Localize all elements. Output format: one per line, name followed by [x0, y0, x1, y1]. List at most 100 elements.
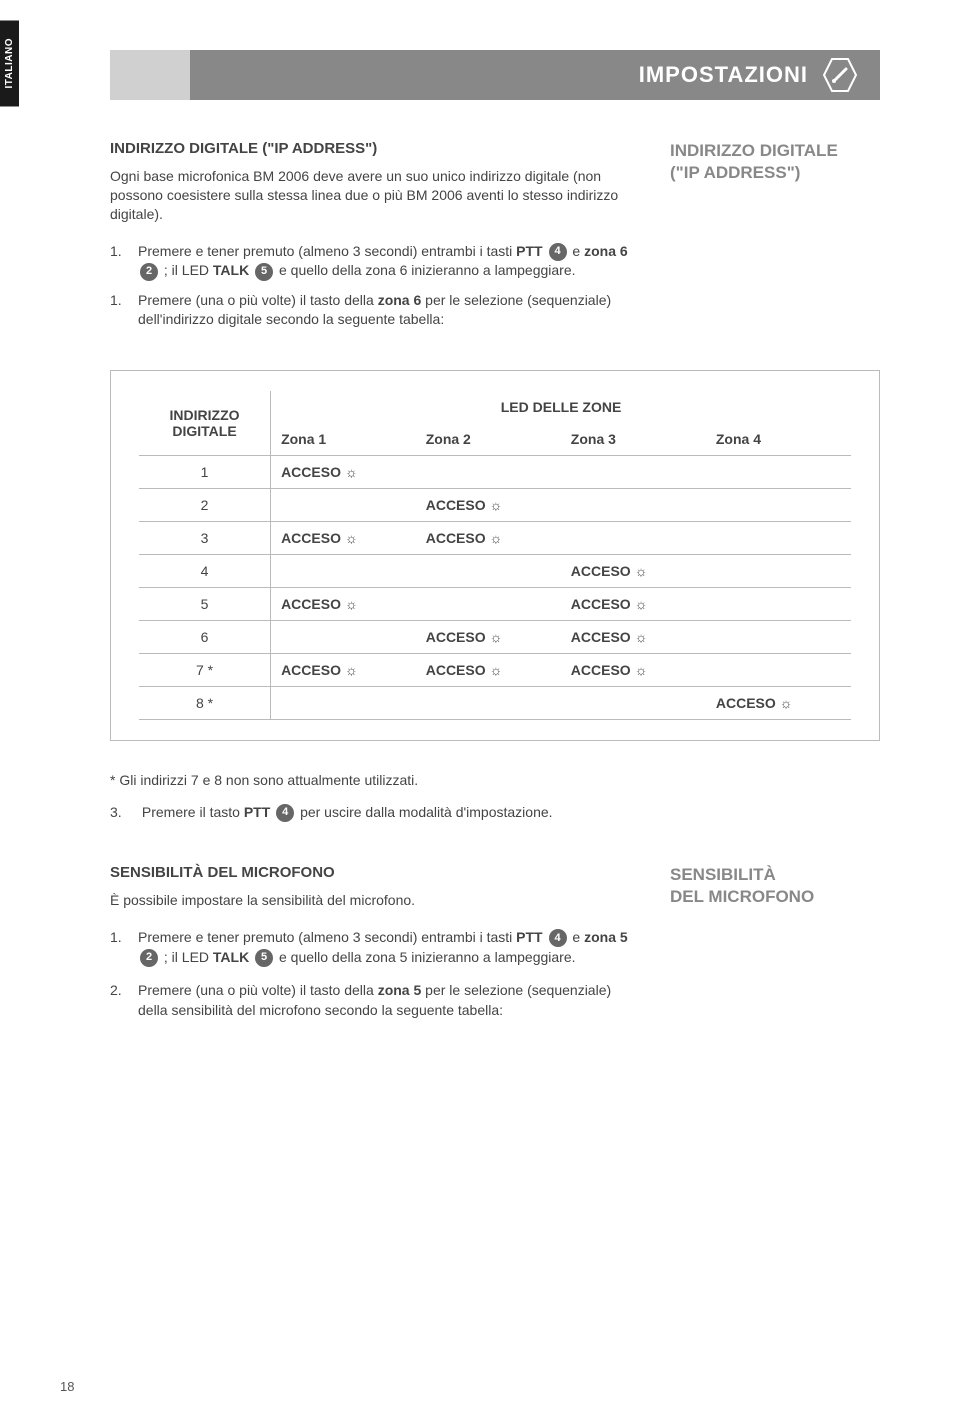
table-cell-zone: ACCESO☼ [271, 522, 416, 555]
circle-number-icon: 4 [549, 243, 567, 261]
table-header-addr: INDIRIZZO DIGITALE [139, 391, 271, 456]
section-heading-ip: INDIRIZZO DIGITALE ("IP ADDRESS") [110, 140, 640, 157]
text-bold: PTT [516, 929, 542, 945]
table-cell-addr: 4 [139, 555, 271, 588]
text: INDIRIZZO [170, 407, 240, 423]
table-row: 2ACCESO☼ [139, 489, 851, 522]
header-bar: IMPOSTAZIONI [110, 50, 880, 100]
section-ip-left: INDIRIZZO DIGITALE ("IP ADDRESS") Ogni b… [110, 140, 640, 340]
on-label: ACCESO [426, 629, 486, 645]
table-cell-zone: ACCESO☼ [561, 654, 706, 687]
table-cell-zone [271, 555, 416, 588]
text: Premere il tasto [142, 804, 244, 820]
text: e quello della zona 5 inizieranno a lamp… [279, 949, 576, 965]
list-item: 2. Premere (una o più volte) il tasto de… [110, 981, 640, 1020]
section-heading-sens: SENSIBILITÀ DEL MICROFONO [110, 864, 640, 881]
section-sensitivity: SENSIBILITÀ DEL MICROFONO È possibile im… [110, 864, 880, 1030]
table-cell-addr: 7 * [139, 654, 271, 687]
text: ; il LED [164, 949, 213, 965]
sun-icon: ☼ [490, 530, 503, 546]
step-body: Premere (una o più volte) il tasto della… [138, 291, 640, 330]
on-label: ACCESO [281, 530, 341, 546]
table-cell-zone [706, 489, 851, 522]
table-cell-zone [271, 489, 416, 522]
circle-number-icon: 2 [140, 263, 158, 281]
table-row: 6ACCESO☼ACCESO☼ [139, 621, 851, 654]
sun-icon: ☼ [490, 662, 503, 678]
text-bold: PTT [516, 243, 542, 259]
text-bold: zona 5 [378, 982, 422, 998]
side-heading-line: ("IP ADDRESS") [670, 163, 800, 182]
table-cell-zone: ACCESO☼ [271, 456, 416, 489]
table-cell-zone [416, 687, 561, 720]
table-cell-zone [706, 456, 851, 489]
side-heading-sens: SENSIBILITÀ DEL MICROFONO [670, 864, 880, 908]
table-header-zone: Zona 4 [706, 423, 851, 456]
text: DIGITALE [172, 423, 236, 439]
address-table: INDIRIZZO DIGITALE LED DELLE ZONE Zona 1… [139, 391, 851, 720]
table-row: 7 *ACCESO☼ACCESO☼ACCESO☼ [139, 654, 851, 687]
table-header-zone: Zona 1 [271, 423, 416, 456]
table-cell-zone [706, 522, 851, 555]
step-number: 1. [110, 291, 138, 330]
text-bold: zona 6 [584, 243, 628, 259]
table-cell-zone [561, 489, 706, 522]
on-label: ACCESO [571, 596, 631, 612]
side-heading-line: SENSIBILITÀ [670, 865, 776, 884]
sun-icon: ☼ [345, 596, 358, 612]
text: Premere e tener premuto (almeno 3 second… [138, 929, 516, 945]
step-list-sens: 1. Premere e tener premuto (almeno 3 sec… [110, 928, 640, 1020]
text: e [572, 243, 584, 259]
table-header-zone: Zona 3 [561, 423, 706, 456]
table-cell-addr: 2 [139, 489, 271, 522]
circle-number-icon: 4 [276, 804, 294, 822]
table-row: 4 ACCESO☼ [139, 555, 851, 588]
table-cell-addr: 6 [139, 621, 271, 654]
list-item: 1. Premere (una o più volte) il tasto de… [110, 291, 640, 330]
sun-icon: ☼ [490, 629, 503, 645]
table-cell-addr: 1 [139, 456, 271, 489]
table-header-zone: Zona 2 [416, 423, 561, 456]
table-cell-zone [561, 687, 706, 720]
page-content: IMPOSTAZIONI INDIRIZZO DIGITALE ("IP ADD… [0, 0, 960, 1091]
sun-icon: ☼ [345, 464, 358, 480]
circle-number-icon: 5 [255, 949, 273, 967]
section-sens-right: SENSIBILITÀ DEL MICROFONO [670, 864, 880, 1030]
section-ip-right: INDIRIZZO DIGITALE ("IP ADDRESS") [670, 140, 880, 340]
sun-icon: ☼ [635, 596, 648, 612]
step-body: Premere e tener premuto (almeno 3 second… [138, 242, 640, 281]
table-cell-addr: 8 * [139, 687, 271, 720]
sun-icon: ☼ [635, 662, 648, 678]
language-tab: ITALIANO [0, 20, 19, 106]
table-cell-zone [706, 555, 851, 588]
table-cell-zone: ACCESO☼ [416, 621, 561, 654]
sun-icon: ☼ [635, 629, 648, 645]
section-sens-left: SENSIBILITÀ DEL MICROFONO È possibile im… [110, 864, 640, 1030]
page-number: 18 [60, 1379, 74, 1394]
address-table-container: INDIRIZZO DIGITALE LED DELLE ZONE Zona 1… [110, 370, 880, 741]
table-cell-zone [416, 588, 561, 621]
header-stripe-light [110, 50, 190, 100]
sun-icon: ☼ [780, 695, 793, 711]
sun-icon: ☼ [635, 563, 648, 579]
text: per uscire dalla modalità d'impostazione… [300, 804, 552, 820]
step-body: Premere e tener premuto (almeno 3 second… [138, 928, 640, 967]
side-heading-line: DEL MICROFONO [670, 887, 814, 906]
table-cell-zone [416, 555, 561, 588]
table-cell-zone [561, 456, 706, 489]
step-number: 2. [110, 981, 138, 1020]
text: ; il LED [164, 262, 213, 278]
table-cell-zone [271, 621, 416, 654]
step-number: 1. [110, 928, 138, 967]
on-label: ACCESO [571, 563, 631, 579]
intro-text-sens: È possibile impostare la sensibilità del… [110, 891, 640, 910]
table-cell-zone: ACCESO☼ [561, 621, 706, 654]
table-cell-zone: ACCESO☼ [416, 654, 561, 687]
on-label: ACCESO [281, 596, 341, 612]
settings-hex-icon [820, 55, 860, 95]
table-cell-zone [416, 456, 561, 489]
text: e quello della zona 6 inizieranno a lamp… [279, 262, 576, 278]
on-label: ACCESO [716, 695, 776, 711]
intro-text-ip: Ogni base microfonica BM 2006 deve avere… [110, 167, 640, 224]
page-title: IMPOSTAZIONI [639, 62, 808, 88]
